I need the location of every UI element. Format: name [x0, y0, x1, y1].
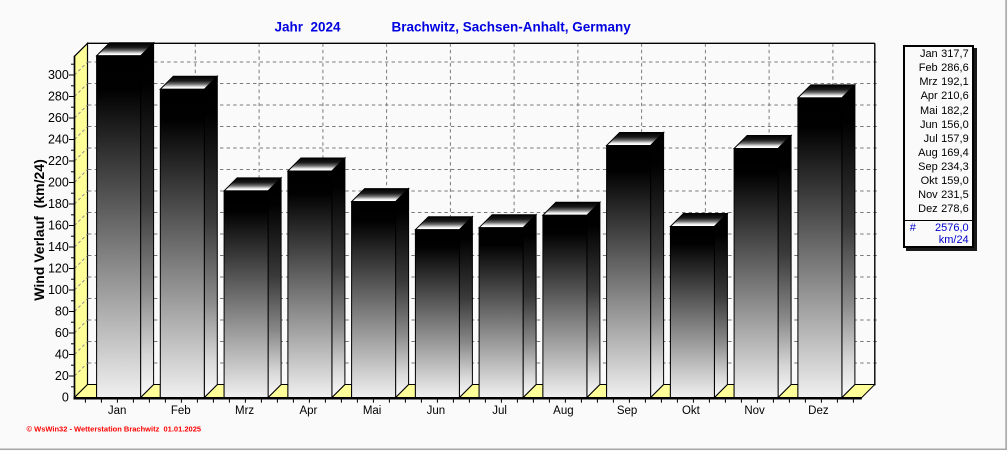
svg-text:220: 220 — [48, 154, 69, 168]
svg-text:Jahr 2024: Jahr 2024 — [275, 19, 342, 34]
svg-text:Nov: Nov — [744, 405, 765, 417]
svg-text:60: 60 — [55, 326, 69, 340]
svg-text:Mai: Mai — [363, 405, 382, 417]
svg-text:Dez: Dez — [808, 405, 829, 417]
svg-text:40: 40 — [55, 348, 69, 362]
svg-text:Okt: Okt — [682, 405, 701, 417]
svg-text:180: 180 — [48, 197, 69, 211]
svg-text:Jan: Jan — [108, 405, 127, 417]
svg-text:Jul: Jul — [492, 405, 507, 417]
svg-text:240: 240 — [48, 133, 69, 147]
svg-text:Sep: Sep — [617, 405, 637, 417]
svg-text:80: 80 — [55, 305, 69, 319]
svg-text:260: 260 — [48, 111, 69, 125]
svg-text:Wind Verlauf (km/24): Wind Verlauf (km/24) — [31, 159, 47, 300]
svg-text:300: 300 — [48, 68, 69, 82]
svg-text:Mrz: Mrz — [235, 405, 254, 417]
svg-text:Feb: Feb — [171, 405, 191, 417]
svg-text:Aug: Aug — [553, 405, 573, 417]
svg-text:© WsWin32 - Wetterstation Brac: © WsWin32 - Wetterstation Brachwitz 01.0… — [27, 425, 202, 434]
svg-text:200: 200 — [48, 176, 69, 190]
svg-text:Apr: Apr — [299, 405, 317, 417]
svg-text:100: 100 — [48, 283, 69, 297]
svg-text:160: 160 — [48, 219, 69, 233]
svg-text:0: 0 — [62, 391, 69, 405]
svg-text:Jun: Jun — [427, 405, 446, 417]
svg-text:140: 140 — [48, 240, 69, 254]
svg-text:120: 120 — [48, 262, 69, 276]
svg-text:280: 280 — [48, 90, 69, 104]
svg-text:Brachwitz, Sachsen-Anhalt, Ger: Brachwitz, Sachsen-Anhalt, Germany — [392, 19, 632, 34]
svg-text:20: 20 — [55, 369, 69, 383]
